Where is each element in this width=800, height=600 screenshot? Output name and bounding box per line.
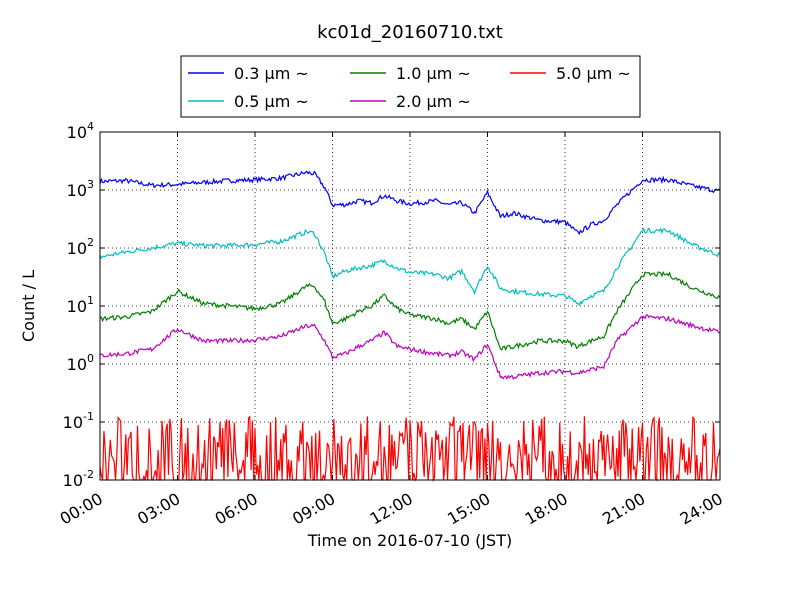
x-tick-label: 06:00 — [212, 489, 261, 529]
legend-label: 5.0 μm ~ — [556, 64, 631, 83]
series-line — [99, 270, 721, 352]
y-tick-label: 102 — [67, 236, 94, 258]
x-tick-label: 15:00 — [444, 489, 493, 529]
legend-label: 0.5 μm ~ — [234, 92, 309, 111]
series-line — [99, 170, 721, 236]
legend-label: 0.3 μm ~ — [234, 64, 309, 83]
y-tick-label: 100 — [67, 352, 94, 374]
legend-label: 2.0 μm ~ — [396, 92, 471, 111]
series-line — [99, 415, 721, 483]
legend: 0.3 μm ~ 0.5 μm ~ 1.0 μm ~ 2.0 μm ~ 5.0 μm ~ — [180, 55, 641, 118]
x-tick-label: 24:00 — [677, 489, 726, 529]
legend-label: 1.0 μm ~ — [396, 64, 471, 83]
x-tick-label: 12:00 — [367, 489, 416, 529]
x-tick-label: 00:00 — [57, 489, 106, 529]
y-tick-label: 10-2 — [63, 468, 94, 490]
y-axis-label: Count / L — [19, 270, 38, 342]
x-tick-label: 09:00 — [289, 489, 338, 529]
series-line — [99, 227, 721, 307]
y-tick-label: 101 — [67, 294, 94, 316]
plot-area: 00:00 03:00 06:00 09:00 12:00 15:00 18:00 21:00… — [57, 120, 726, 529]
x-tick-label: 21:00 — [599, 489, 648, 529]
x-axis-label: Time on 2016-07-10 (JST) — [307, 531, 512, 550]
legend-box — [180, 55, 641, 118]
y-tick-label: 103 — [67, 178, 94, 200]
x-tick-label: 03:00 — [134, 489, 183, 529]
series-line — [99, 314, 721, 380]
x-tick-label: 18:00 — [522, 489, 571, 529]
chart-title: kc01d_20160710.txt — [317, 22, 503, 43]
y-tick-label: 10-1 — [63, 410, 94, 432]
y-tick-label: 104 — [67, 120, 94, 142]
